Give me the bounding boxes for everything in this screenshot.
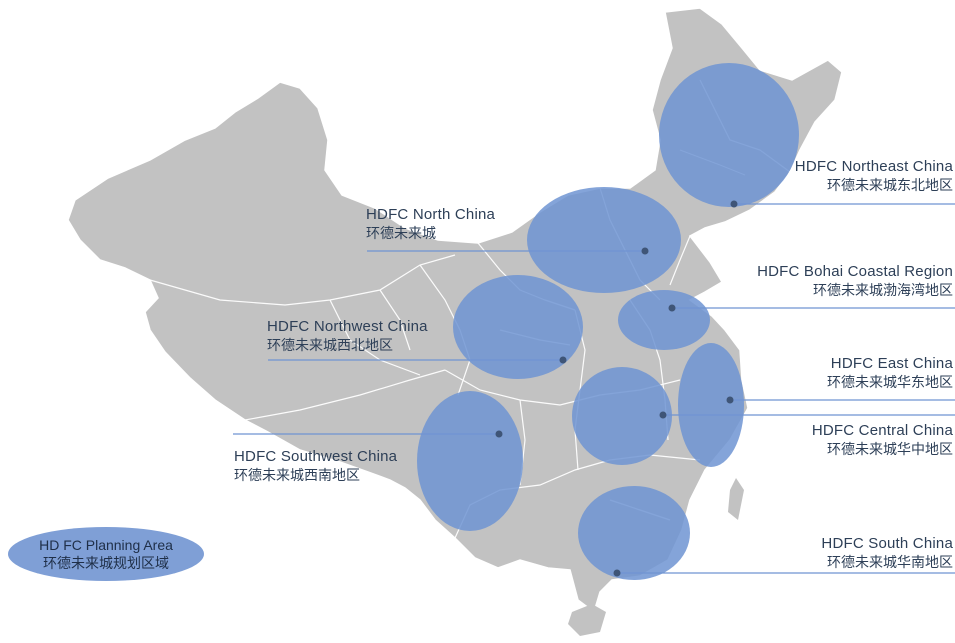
china-landmass bbox=[67, 7, 843, 614]
label-central: HDFC Central China 环德未来城华中地区 bbox=[812, 421, 953, 459]
label-north: HDFC North China 环德未来城 bbox=[366, 205, 495, 243]
region-southwest[interactable] bbox=[417, 391, 523, 531]
label-northeast-en: HDFC Northeast China bbox=[794, 158, 953, 175]
label-northeast: HDFC Northeast China 环德未来城东北地区 bbox=[795, 157, 953, 195]
legend-title-en: HD FC Planning Area bbox=[39, 537, 173, 553]
label-northwest: HDFC Northwest China 环德未来城西北地区 bbox=[267, 317, 428, 355]
taiwan-island bbox=[728, 478, 744, 520]
region-central[interactable] bbox=[572, 367, 672, 465]
label-southwest: HDFC Southwest China 环德未来城西南地区 bbox=[234, 447, 397, 485]
label-central-zh: 环德未来城华中地区 bbox=[827, 441, 953, 457]
label-northeast-zh: 环德未来城东北地区 bbox=[827, 177, 953, 193]
label-southwest-zh: 环德未来城西南地区 bbox=[234, 467, 360, 483]
leader-dots bbox=[495, 200, 738, 577]
label-bohai-zh: 环德未来城渤海湾地区 bbox=[813, 282, 953, 298]
leader-lines bbox=[233, 203, 955, 574]
region-northeast[interactable] bbox=[659, 63, 799, 207]
label-northwest-zh: 环德未来城西北地区 bbox=[267, 337, 393, 353]
region-south[interactable] bbox=[578, 486, 690, 580]
legend-title-zh: 环德未来城规划区域 bbox=[43, 555, 169, 571]
legend-planning-area: HD FC Planning Area 环德未来城规划区域 bbox=[8, 527, 204, 581]
hainan-island bbox=[568, 604, 606, 636]
label-central-en: HDFC Central China bbox=[811, 422, 953, 439]
label-north-en: HDFC North China bbox=[366, 206, 496, 223]
label-south: HDFC South China 环德未来城华南地区 bbox=[821, 534, 953, 572]
label-east-zh: 环德未来城华东地区 bbox=[827, 374, 953, 390]
label-southwest-en: HDFC Southwest China bbox=[234, 448, 398, 465]
label-northwest-en: HDFC Northwest China bbox=[267, 318, 428, 335]
region-north[interactable] bbox=[527, 187, 681, 293]
label-bohai-en: HDFC Bohai Coastal Region bbox=[757, 263, 953, 280]
region-east[interactable] bbox=[678, 343, 744, 467]
label-south-en: HDFC South China bbox=[821, 535, 953, 552]
region-northwest[interactable] bbox=[453, 275, 583, 379]
label-east-en: HDFC East China bbox=[830, 355, 953, 372]
label-east: HDFC East China 环德未来城华东地区 bbox=[827, 354, 953, 392]
region-areas bbox=[417, 63, 799, 580]
label-bohai: HDFC Bohai Coastal Region 环德未来城渤海湾地区 bbox=[757, 262, 953, 300]
label-north-zh: 环德未来城 bbox=[366, 225, 436, 241]
region-bohai[interactable] bbox=[618, 290, 710, 350]
label-south-zh: 环德未来城华南地区 bbox=[827, 554, 953, 570]
